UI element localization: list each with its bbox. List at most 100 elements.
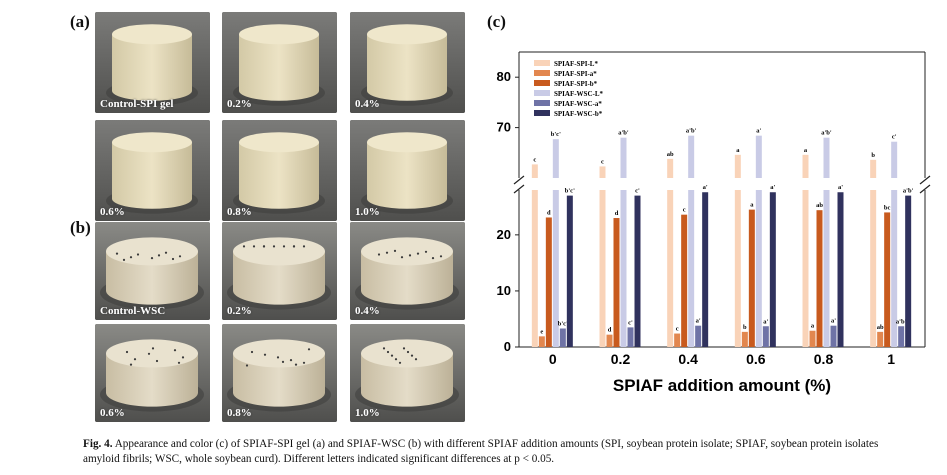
photo-label: 0.4%	[355, 305, 380, 317]
data-label: a'	[838, 184, 843, 191]
bar	[620, 190, 627, 347]
legend-label: SPIAF-SPI-a*	[554, 70, 597, 78]
photo-tile-b-4: 0.8%	[222, 324, 337, 422]
sample-photo	[222, 12, 337, 113]
legend-swatch	[534, 70, 550, 76]
photo-tile-a-0: Control-SPI gel	[95, 12, 210, 113]
bar	[606, 334, 613, 347]
bar	[620, 137, 627, 178]
x-tick-label: 0.4	[678, 351, 698, 367]
bar	[552, 190, 559, 347]
bar	[674, 333, 681, 347]
photo-label: 0.2%	[227, 305, 252, 317]
data-label: a	[736, 147, 740, 154]
panel-a-letter: (a)	[70, 12, 90, 31]
bar	[599, 166, 606, 178]
photo-label: 0.6%	[100, 206, 125, 218]
bar	[681, 214, 688, 347]
data-label: a'b'	[618, 130, 629, 137]
axis-break-mark	[513, 175, 525, 185]
photo-label: 1.0%	[355, 206, 380, 218]
sample-photo	[95, 222, 210, 320]
bar	[891, 190, 898, 347]
data-label: ab	[877, 324, 884, 331]
data-label: a'	[703, 184, 708, 191]
sample-photo	[95, 12, 210, 113]
data-label: b'c'	[551, 131, 561, 138]
bar	[762, 326, 769, 347]
sample-photo	[350, 120, 465, 221]
photo-tile-a-4: 0.8%	[222, 120, 337, 221]
photo-tile-b-2: 0.4%	[350, 222, 465, 320]
caption-text: Appearance and color (c) of SPIAF-SPI ge…	[83, 438, 879, 465]
bar	[877, 331, 884, 347]
data-label: a'b'	[896, 318, 907, 325]
x-tick-label: 0.2	[611, 351, 631, 367]
data-label: a'	[831, 318, 836, 325]
bar	[816, 210, 823, 347]
bar	[545, 217, 552, 347]
bar	[884, 212, 891, 347]
y-tick-label: 0	[504, 339, 511, 354]
data-label: c	[533, 156, 536, 163]
bar	[688, 135, 695, 178]
bar	[627, 327, 634, 347]
legend-label: SPIAF-SPI-b*	[554, 80, 598, 88]
data-label: e	[540, 328, 543, 335]
bar	[823, 137, 830, 178]
panel-c-letter: (c)	[487, 12, 506, 31]
data-label: b'c'	[558, 320, 568, 327]
photo-label: 0.4%	[355, 98, 380, 110]
bar	[823, 190, 830, 347]
bar	[634, 195, 641, 347]
legend-label: SPIAF-SPI-L*	[554, 60, 598, 68]
x-tick-label: 0.8	[814, 351, 834, 367]
bar	[667, 158, 674, 178]
y-tick-label: 70	[497, 120, 511, 135]
panel-c-bar-chart: 70 80 0 10 20 c e d b'c' b'c' b'c' 0 c d d a'b' c' c' 0.2 a…	[497, 51, 931, 395]
bar	[531, 190, 538, 347]
legend-swatch	[534, 110, 550, 116]
photo-tile-b-0: Control-WSC	[95, 222, 210, 320]
bar	[552, 139, 559, 178]
data-label: a	[804, 147, 808, 154]
bar	[688, 190, 695, 347]
bar	[599, 190, 606, 347]
data-label: c	[683, 207, 686, 214]
x-tick-label: 1	[887, 351, 895, 367]
data-label: a'	[770, 184, 775, 191]
x-tick-label: 0	[549, 351, 557, 367]
legend-swatch	[534, 60, 550, 66]
data-label: d	[608, 327, 612, 334]
data-label: c	[601, 158, 604, 165]
bar	[870, 190, 877, 347]
photo-tile-b-5: 1.0%	[350, 324, 465, 422]
sample-photo	[222, 324, 337, 422]
axis-break-mark	[919, 175, 931, 185]
data-label: a	[811, 323, 815, 330]
photo-label: 0.6%	[100, 407, 125, 419]
photo-label: 0.8%	[227, 407, 252, 419]
photo-tile-b-3: 0.6%	[95, 324, 210, 422]
sample-photo	[222, 222, 337, 320]
bar	[755, 190, 762, 347]
data-label: ab	[667, 151, 674, 158]
data-label: a'	[756, 128, 761, 135]
bar	[755, 135, 762, 178]
data-label: a'	[763, 318, 768, 325]
data-label: c'	[628, 319, 633, 326]
bar	[769, 192, 776, 347]
legend-label: SPIAF-WSC-L*	[554, 90, 604, 98]
bar	[566, 195, 573, 347]
bar	[809, 330, 816, 347]
data-label: ab	[816, 202, 823, 209]
bar	[830, 325, 837, 347]
sample-photo	[95, 120, 210, 221]
axis-break-mark	[513, 184, 525, 194]
bar	[702, 192, 709, 347]
x-axis-label: SPIAF addition amount (%)	[613, 376, 831, 395]
bar	[837, 192, 844, 347]
data-label: c'	[892, 134, 897, 141]
sample-photo	[350, 222, 465, 320]
bar	[667, 190, 674, 347]
